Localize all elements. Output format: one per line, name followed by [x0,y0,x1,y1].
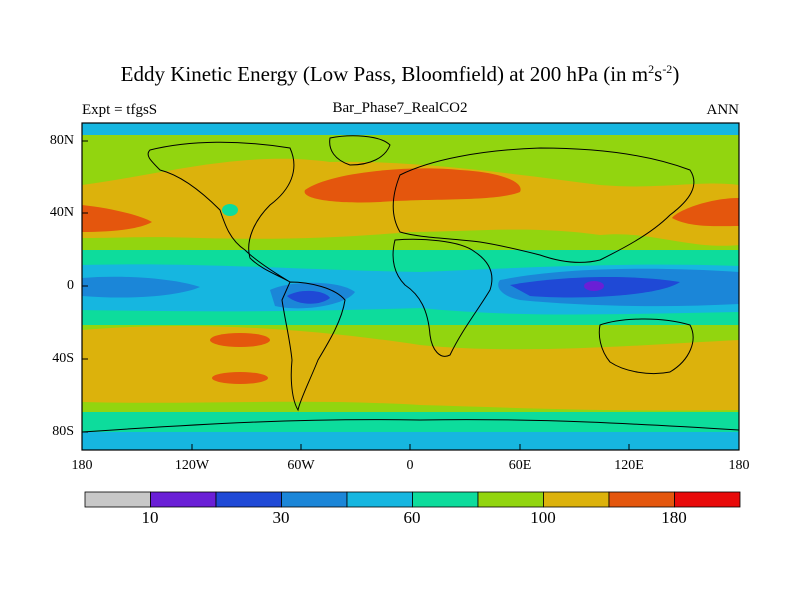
coastline-eurasia [392,147,695,263]
region-sh-pacific-max-b [212,372,268,384]
chart-title: Eddy Kinetic Energy (Low Pass, Bloomfiel… [120,62,680,86]
x-tick-180w: 180 [71,458,93,473]
colorbar-label-10: 10 [141,508,159,527]
colorbar-label-100: 100 [530,508,556,527]
contour-field [82,123,739,450]
coastlines [82,135,739,433]
x-tick-180e: 180 [728,458,750,473]
colorbar-label-180: 180 [661,508,687,527]
region-polar-north [82,123,739,135]
coastline-greenland [329,135,391,166]
colorbar [84,491,741,508]
colorbar-label-60: 60 [403,508,421,527]
y-tick-40n: 40N [49,205,74,220]
region-sh-storm-track [82,325,739,411]
colorbar-box-7 [543,491,610,508]
y-tick-40s: 40S [52,351,74,366]
season-label: ANN [706,102,740,118]
region-pacific-max-east [672,198,739,227]
x-tick-0: 0 [406,458,414,473]
x-tick-120e: 120E [614,458,644,473]
colorbar-label-30: 30 [272,508,290,527]
colorbar-box-9 [674,491,741,508]
x-tick-60e: 60E [508,458,532,473]
colorbar-box-3 [281,491,348,508]
case-label: Bar_Phase7_RealCO2 [332,100,468,116]
region-amazon-min [287,290,330,304]
coastline-australia [598,318,694,375]
region-pacific-teal-blob [222,204,238,216]
region-maritime-continent-min [584,281,604,291]
x-tick-120w: 120W [174,458,210,473]
region-polar-south [82,430,739,450]
coastline-south-america [281,281,346,412]
coastline-africa [392,238,493,357]
axis-ticks [81,140,740,450]
x-tick-60w: 60W [287,458,315,473]
colorbar-box-2 [215,491,282,508]
y-tick-80s: 80S [52,424,74,439]
y-tick-80n: 80N [49,133,74,148]
region-central-pacific-low [82,276,200,298]
colorbar-box-0 [84,491,151,508]
region-nh-storm-track [82,158,739,246]
colorbar-box-4 [346,491,413,508]
region-subpolar-south [82,412,739,432]
colorbar-box-8 [608,491,675,508]
coastline-antarctica [82,419,739,433]
colorbar-box-5 [412,491,479,508]
region-atlantic-max [304,168,521,203]
coastline-north-america [147,141,295,283]
y-tick-0: 0 [67,278,74,293]
colorbar-box-1 [150,491,217,508]
experiment-label: Expt = tfgsS [82,102,158,118]
region-pacific-max-west [82,205,152,232]
region-sh-pacific-max-a [210,333,270,347]
colorbar-box-6 [477,491,544,508]
